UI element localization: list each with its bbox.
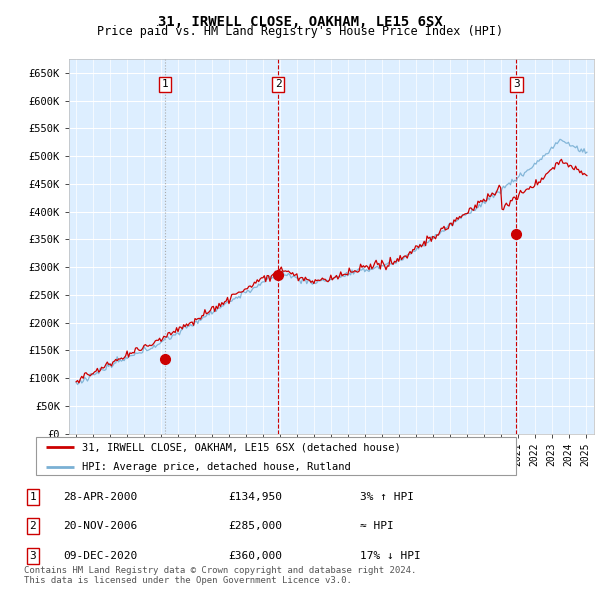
Text: Price paid vs. HM Land Registry's House Price Index (HPI): Price paid vs. HM Land Registry's House … (97, 25, 503, 38)
Text: HPI: Average price, detached house, Rutland: HPI: Average price, detached house, Rutl… (82, 461, 350, 471)
Text: £360,000: £360,000 (228, 551, 282, 560)
Text: 3% ↑ HPI: 3% ↑ HPI (360, 492, 414, 502)
Text: 3: 3 (29, 551, 37, 560)
Text: ≈ HPI: ≈ HPI (360, 522, 394, 531)
Text: 20-NOV-2006: 20-NOV-2006 (63, 522, 137, 531)
Text: 2: 2 (29, 522, 37, 531)
Text: 2: 2 (275, 80, 281, 90)
Text: £285,000: £285,000 (228, 522, 282, 531)
FancyBboxPatch shape (36, 437, 516, 475)
Text: 09-DEC-2020: 09-DEC-2020 (63, 551, 137, 560)
Text: 3: 3 (513, 80, 520, 90)
Text: 31, IRWELL CLOSE, OAKHAM, LE15 6SX: 31, IRWELL CLOSE, OAKHAM, LE15 6SX (158, 15, 442, 29)
Text: 1: 1 (162, 80, 169, 90)
Text: 31, IRWELL CLOSE, OAKHAM, LE15 6SX (detached house): 31, IRWELL CLOSE, OAKHAM, LE15 6SX (deta… (82, 442, 400, 453)
Text: 28-APR-2000: 28-APR-2000 (63, 492, 137, 502)
Text: Contains HM Land Registry data © Crown copyright and database right 2024.
This d: Contains HM Land Registry data © Crown c… (24, 566, 416, 585)
Text: £134,950: £134,950 (228, 492, 282, 502)
Text: 1: 1 (29, 492, 37, 502)
Text: 17% ↓ HPI: 17% ↓ HPI (360, 551, 421, 560)
